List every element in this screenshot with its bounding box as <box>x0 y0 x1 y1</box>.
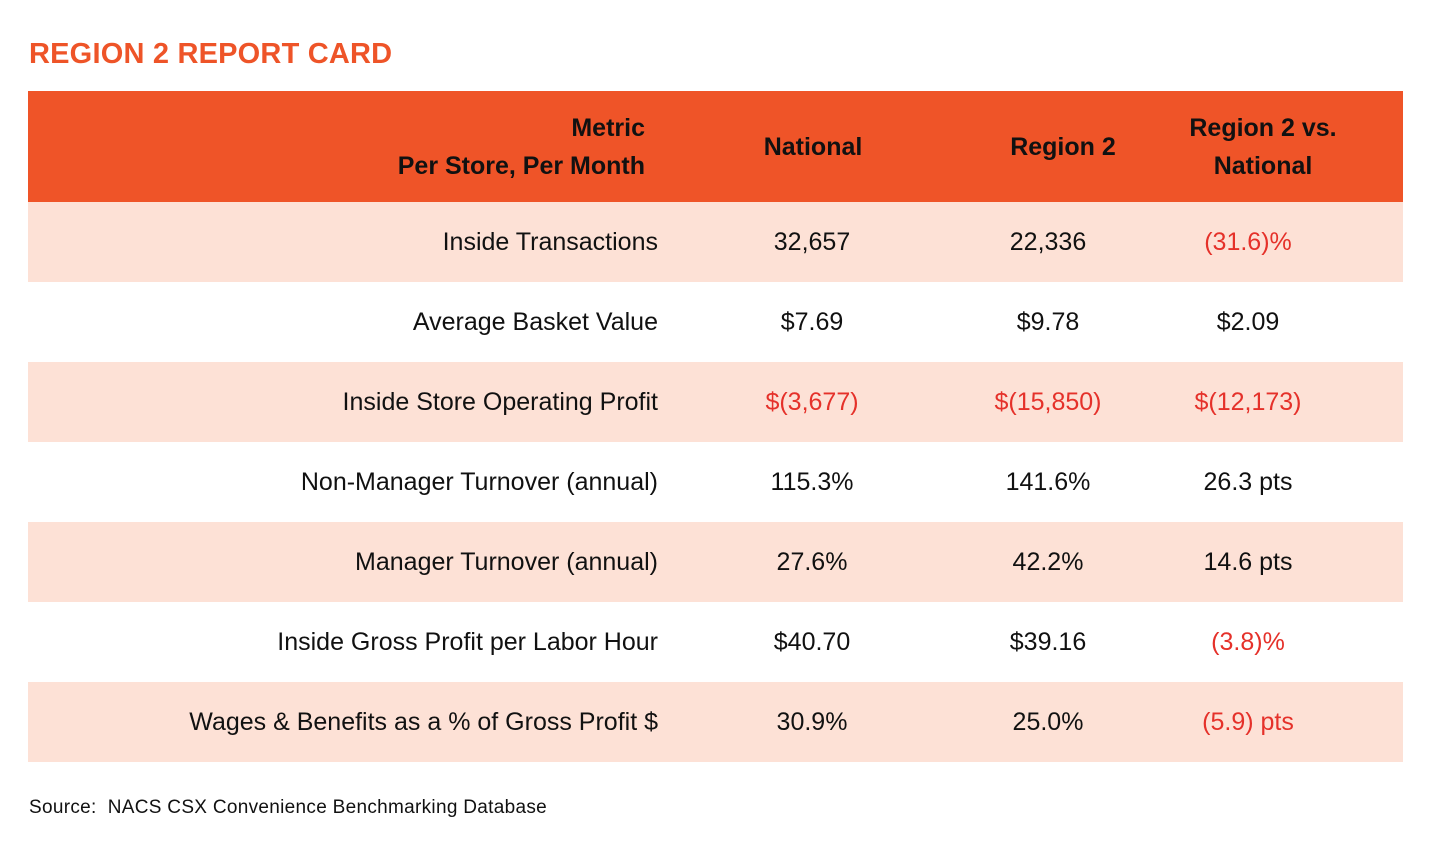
diff-cell: $2.09 <box>1216 308 1280 336</box>
header-metric-line2: Per Store, Per Month <box>397 151 645 180</box>
region-cell: $9.78 <box>1016 308 1080 336</box>
national-cell: 30.9% <box>776 708 848 736</box>
table-row: Wages & Benefits as a % of Gross Profit … <box>28 682 1403 762</box>
metric-cell: Average Basket Value <box>412 308 658 336</box>
metric-cell: Wages & Benefits as a % of Gross Profit … <box>189 708 658 736</box>
metric-cell: Inside Gross Profit per Labor Hour <box>277 628 658 656</box>
metric-cell: Inside Store Operating Profit <box>342 388 658 416</box>
report-card-table: Metric Per Store, Per Month National Reg… <box>28 91 1403 762</box>
metric-cell: Manager Turnover (annual) <box>355 548 658 576</box>
header-diff-line1: Region 2 vs. <box>1189 113 1337 142</box>
region-cell: 42.2% <box>1012 548 1084 576</box>
diff-cell: $(12,173) <box>1194 388 1302 416</box>
table-row: Non-Manager Turnover (annual) 115.3% 141… <box>28 442 1403 522</box>
header-metric: Metric Per Store, Per Month <box>28 109 645 185</box>
national-cell: 115.3% <box>770 468 854 496</box>
header-diff-line2: National <box>1213 151 1313 180</box>
table-header-row: Metric Per Store, Per Month National Reg… <box>28 91 1403 202</box>
table-row: Inside Transactions 32,657 22,336 (31.6)… <box>28 202 1403 282</box>
region-cell: 22,336 <box>1009 228 1087 256</box>
report-title: REGION 2 REPORT CARD <box>29 38 393 70</box>
diff-cell: (3.8)% <box>1211 628 1285 656</box>
national-cell: $(3,677) <box>765 388 859 416</box>
table-row: Inside Gross Profit per Labor Hour $40.7… <box>28 602 1403 682</box>
header-region: Region 2 <box>1010 132 1116 161</box>
table-row: Manager Turnover (annual) 27.6% 42.2% 14… <box>28 522 1403 602</box>
table-row: Inside Store Operating Profit $(3,677) $… <box>28 362 1403 442</box>
national-cell: 27.6% <box>776 548 848 576</box>
region-cell: $39.16 <box>1009 628 1087 656</box>
national-cell: $7.69 <box>780 308 844 336</box>
header-national: National <box>763 132 863 161</box>
metric-cell: Non-Manager Turnover (annual) <box>300 468 658 496</box>
metric-cell: Inside Transactions <box>442 228 658 256</box>
diff-cell: (5.9) pts <box>1202 708 1294 736</box>
region-cell: $(15,850) <box>994 388 1102 416</box>
region-cell: 141.6% <box>1005 468 1091 496</box>
header-diff: Region 2 vs. National <box>1145 109 1381 185</box>
source-note: Source: NACS CSX Convenience Benchmarkin… <box>29 797 548 818</box>
region-cell: 25.0% <box>1012 708 1084 736</box>
diff-cell: 14.6 pts <box>1203 548 1293 576</box>
diff-cell: (31.6)% <box>1204 228 1292 256</box>
header-metric-line1: Metric <box>571 113 645 142</box>
national-cell: $40.70 <box>773 628 851 656</box>
diff-cell: 26.3 pts <box>1203 468 1293 496</box>
table-row: Average Basket Value $7.69 $9.78 $2.09 <box>28 282 1403 362</box>
national-cell: 32,657 <box>773 228 851 256</box>
